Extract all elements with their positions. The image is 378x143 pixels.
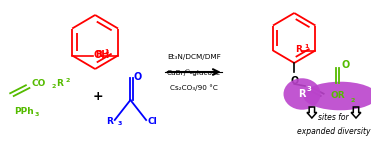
Text: 2: 2 <box>66 78 70 83</box>
Text: 3: 3 <box>34 113 39 118</box>
Text: OR: OR <box>330 92 345 101</box>
Text: PPh: PPh <box>14 108 34 117</box>
Text: 1: 1 <box>104 49 109 54</box>
Text: Cl: Cl <box>147 117 157 126</box>
Ellipse shape <box>284 78 321 110</box>
Text: R: R <box>105 117 113 126</box>
Text: 2: 2 <box>350 99 355 104</box>
Text: OH: OH <box>93 50 110 60</box>
Text: O: O <box>290 76 298 86</box>
Text: +: + <box>93 91 103 104</box>
Text: 3: 3 <box>307 86 312 92</box>
Text: Cs₂CO₃/90 °C: Cs₂CO₃/90 °C <box>170 85 218 91</box>
Text: expanded diversity: expanded diversity <box>297 127 370 136</box>
Text: 1: 1 <box>304 44 309 49</box>
Text: R: R <box>298 89 306 99</box>
Text: R: R <box>96 50 102 59</box>
Text: O: O <box>341 60 350 70</box>
Text: R: R <box>295 45 302 54</box>
Text: R: R <box>56 80 63 89</box>
Text: Et₃N/DCM/DMF: Et₃N/DCM/DMF <box>167 54 221 60</box>
Text: CO: CO <box>31 80 46 89</box>
Ellipse shape <box>303 82 377 110</box>
Text: 2: 2 <box>52 85 56 90</box>
Text: sites for: sites for <box>318 114 349 123</box>
Text: 3: 3 <box>118 121 122 126</box>
Text: O: O <box>133 72 142 82</box>
Text: CuBr/ᴰ-glucose: CuBr/ᴰ-glucose <box>167 69 221 77</box>
